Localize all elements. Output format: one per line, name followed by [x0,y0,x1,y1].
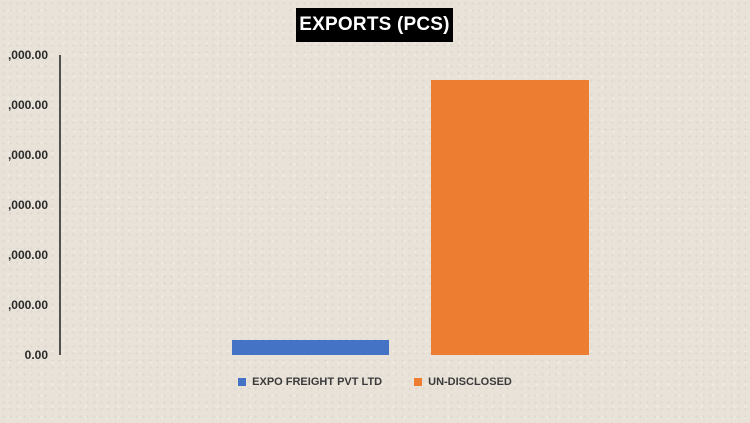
chart-title-box: EXPORTS (PCS) [296,8,453,42]
y-axis-tick-labels: 0.00 ,000.00 ,000.00 ,000.00 ,000.00 ,000.00,… [8,48,48,362]
legend-swatch-expo-freight [238,378,247,386]
y-tick-label: ,000.00 [8,148,48,162]
bar-expo-freight [232,340,389,355]
bars-group [232,80,589,355]
y-tick-label: ,000.00 [8,98,48,112]
legend-item-expo-freight: EXPO FREIGHT PVT LTD [238,376,382,388]
y-tick-label: ,000.00 [8,198,48,212]
legend-label-expo-freight: EXPO FREIGHT PVT LTD [252,376,383,388]
y-tick-label: ,000.00 [8,48,48,62]
y-tick-label: 0.00 [25,348,49,362]
legend-item-undisclosed: UN-DISCLOSED [414,376,512,388]
y-tick-label: ,000.00 [8,298,48,312]
bar-undisclosed [431,80,589,355]
chart-title: EXPORTS (PCS) [299,14,450,35]
legend-swatch-undisclosed [414,378,423,386]
y-tick-label: ,000.00 [8,248,48,262]
legend-label-undisclosed: UN-DISCLOSED [428,376,512,388]
legend: EXPO FREIGHT PVT LTD UN-DISCLOSED [0,376,750,388]
